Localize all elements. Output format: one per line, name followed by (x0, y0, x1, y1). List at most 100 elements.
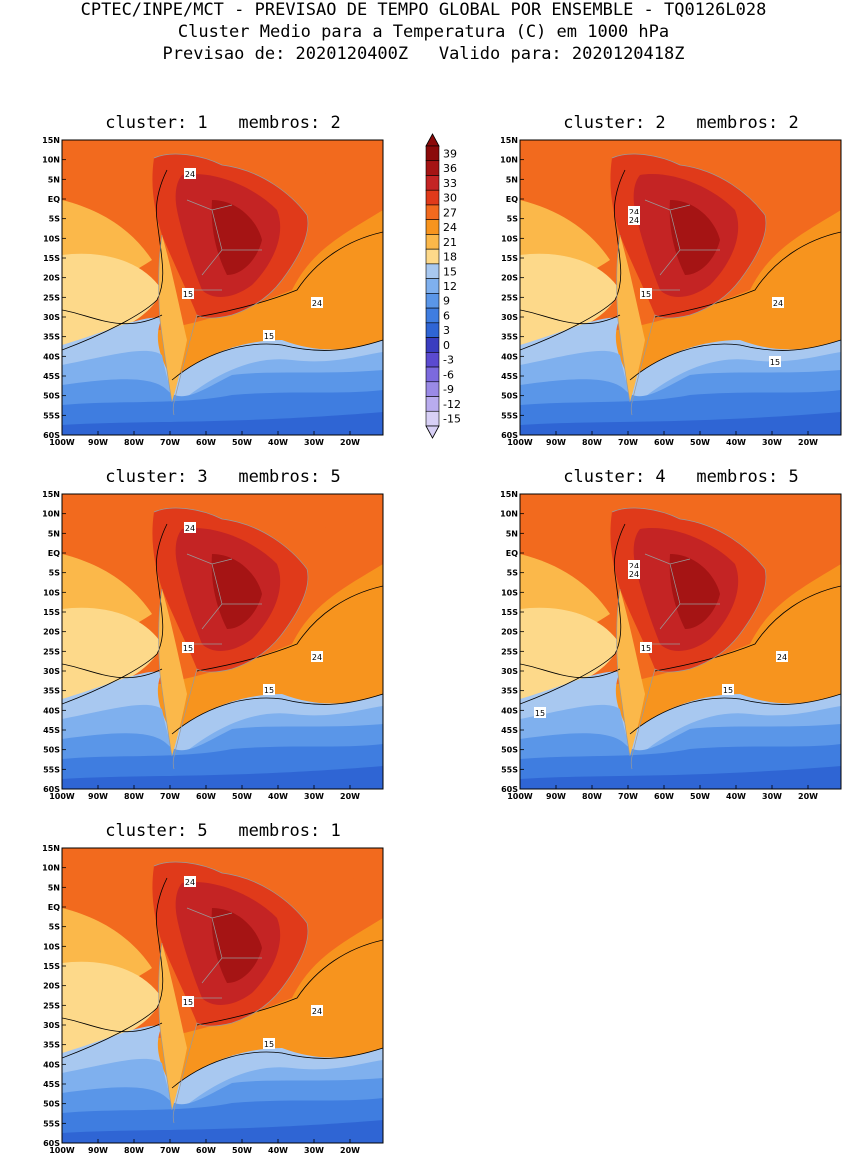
lat-tick-label: 45S (501, 726, 518, 735)
lat-tick-label: 5N (48, 883, 60, 892)
lon-tick-label: 80W (124, 438, 144, 447)
lon-tick-label: 50W (232, 1146, 252, 1155)
colorbar-label: 0 (443, 339, 450, 352)
lon-tick-label: 90W (88, 1146, 108, 1155)
lat-tick-label: 10S (501, 588, 518, 597)
colorbar-label: 6 (443, 309, 450, 322)
lon-tick-label: 40W (268, 792, 288, 801)
lat-tick-label: 40S (501, 352, 518, 361)
lat-tick-label: EQ (506, 549, 518, 558)
lat-tick-label: 60S (43, 431, 60, 440)
lat-tick-label: 5S (507, 569, 519, 578)
lat-tick-label: 45S (43, 372, 60, 381)
cluster-2-title: cluster: 2 membros: 2 (563, 113, 799, 133)
colorbar-label: 18 (443, 251, 457, 264)
lon-tick-label: 30W (304, 792, 324, 801)
lon-tick-label: 60W (654, 438, 674, 447)
lon-tick-label: 90W (88, 438, 108, 447)
lat-tick-label: 35S (501, 333, 518, 342)
lon-tick-label: 90W (546, 792, 566, 801)
colorbar-label: 12 (443, 280, 457, 293)
contour-label: 15 (183, 998, 193, 1007)
colorbar-label: 15 (443, 265, 457, 278)
lat-tick-label: 55S (501, 411, 518, 420)
contour-label: 24 (777, 653, 787, 662)
contour-label: 24 (185, 524, 195, 533)
lat-tick-label: 25S (43, 647, 60, 656)
colorbar-swatch (425, 352, 440, 368)
lat-tick-label: 35S (43, 333, 60, 342)
lon-tick-label: 60W (196, 438, 216, 447)
contour-label: 24 (185, 878, 195, 887)
cluster-2-map: 242415241515N10N5NEQ5S10S15S20S25S30S35S… (500, 136, 842, 447)
lon-tick-label: 90W (88, 792, 108, 801)
lat-tick-label: 15S (501, 254, 518, 263)
cluster-4-title: cluster: 4 membros: 5 (563, 467, 799, 487)
contour-label: 24 (185, 170, 195, 179)
lat-tick-label: 15N (42, 490, 60, 499)
lat-tick-label: 15S (43, 608, 60, 617)
colorbar-label: 30 (443, 192, 457, 205)
lat-tick-label: 15N (42, 136, 60, 145)
colorbar-swatch (425, 278, 440, 294)
lon-tick-label: 50W (690, 438, 710, 447)
lat-tick-label: 40S (43, 706, 60, 715)
lat-tick-label: 5N (506, 529, 518, 538)
lon-tick-label: 70W (160, 792, 180, 801)
lon-tick-label: 50W (232, 438, 252, 447)
colorbar-swatch (425, 337, 440, 353)
lat-tick-label: 20S (501, 628, 518, 637)
lat-tick-label: 5S (49, 569, 61, 578)
lon-tick-label: 40W (726, 792, 746, 801)
lat-tick-label: 5N (48, 175, 60, 184)
cluster-5-title: cluster: 5 membros: 1 (105, 821, 341, 841)
lat-tick-label: 55S (501, 765, 518, 774)
contour-label: 24 (629, 570, 639, 579)
lat-tick-label: 45S (43, 726, 60, 735)
lat-tick-label: 45S (43, 1080, 60, 1089)
lon-tick-label: 70W (160, 1146, 180, 1155)
lon-tick-label: 100W (507, 792, 533, 801)
contour-label: 15 (264, 1040, 274, 1049)
colorbar-swatch (425, 175, 440, 191)
contour-label: 24 (629, 216, 639, 225)
colorbar-label: -9 (443, 383, 454, 396)
header-title-line3: Previsao de: 2020120400Z Valido para: 20… (162, 44, 685, 64)
lat-tick-label: 55S (43, 411, 60, 420)
lon-tick-label: 70W (618, 438, 638, 447)
contour-label: 15 (641, 290, 651, 299)
colorbar-label: 36 (443, 162, 457, 175)
lat-tick-label: 30S (43, 667, 60, 676)
lat-tick-label: 30S (43, 1021, 60, 1030)
lat-tick-label: 50S (43, 1100, 60, 1109)
lat-tick-label: 10S (43, 588, 60, 597)
lon-tick-label: 50W (690, 792, 710, 801)
lon-tick-label: 80W (582, 438, 602, 447)
cluster-1-title: cluster: 1 membros: 2 (105, 113, 341, 133)
contour-label: 24 (629, 562, 639, 571)
lat-tick-label: 25S (43, 293, 60, 302)
lon-tick-label: 70W (618, 792, 638, 801)
colorbar-swatch (425, 293, 440, 309)
contour-label: 24 (629, 208, 639, 217)
lat-tick-label: 50S (43, 392, 60, 401)
colorbar-label: -12 (443, 398, 461, 411)
lon-tick-label: 100W (49, 792, 75, 801)
lat-tick-label: 10N (42, 156, 60, 165)
lon-tick-label: 70W (160, 438, 180, 447)
colorbar-swatch (425, 160, 440, 176)
header-title-line1: CPTEC/INPE/MCT - PREVISAO DE TEMPO GLOBA… (80, 0, 767, 20)
colorbar-swatch (425, 410, 440, 427)
lon-tick-label: 80W (124, 792, 144, 801)
colorbar-swatch (425, 234, 440, 250)
colorbar-label: -3 (443, 354, 454, 367)
colorbar-label: 39 (443, 147, 457, 160)
lat-tick-label: EQ (48, 903, 60, 912)
lat-tick-label: 30S (501, 313, 518, 322)
lat-tick-label: 55S (43, 765, 60, 774)
colorbar-label: -15 (443, 413, 461, 426)
lat-tick-label: 15S (43, 254, 60, 263)
lon-tick-label: 30W (304, 438, 324, 447)
lon-tick-label: 60W (196, 1146, 216, 1155)
cluster-5-map: 24 15 24 15 15N 10N 5N EQ 5S 10S 15S 20S 25S 30S 35S 40… (42, 844, 384, 1155)
